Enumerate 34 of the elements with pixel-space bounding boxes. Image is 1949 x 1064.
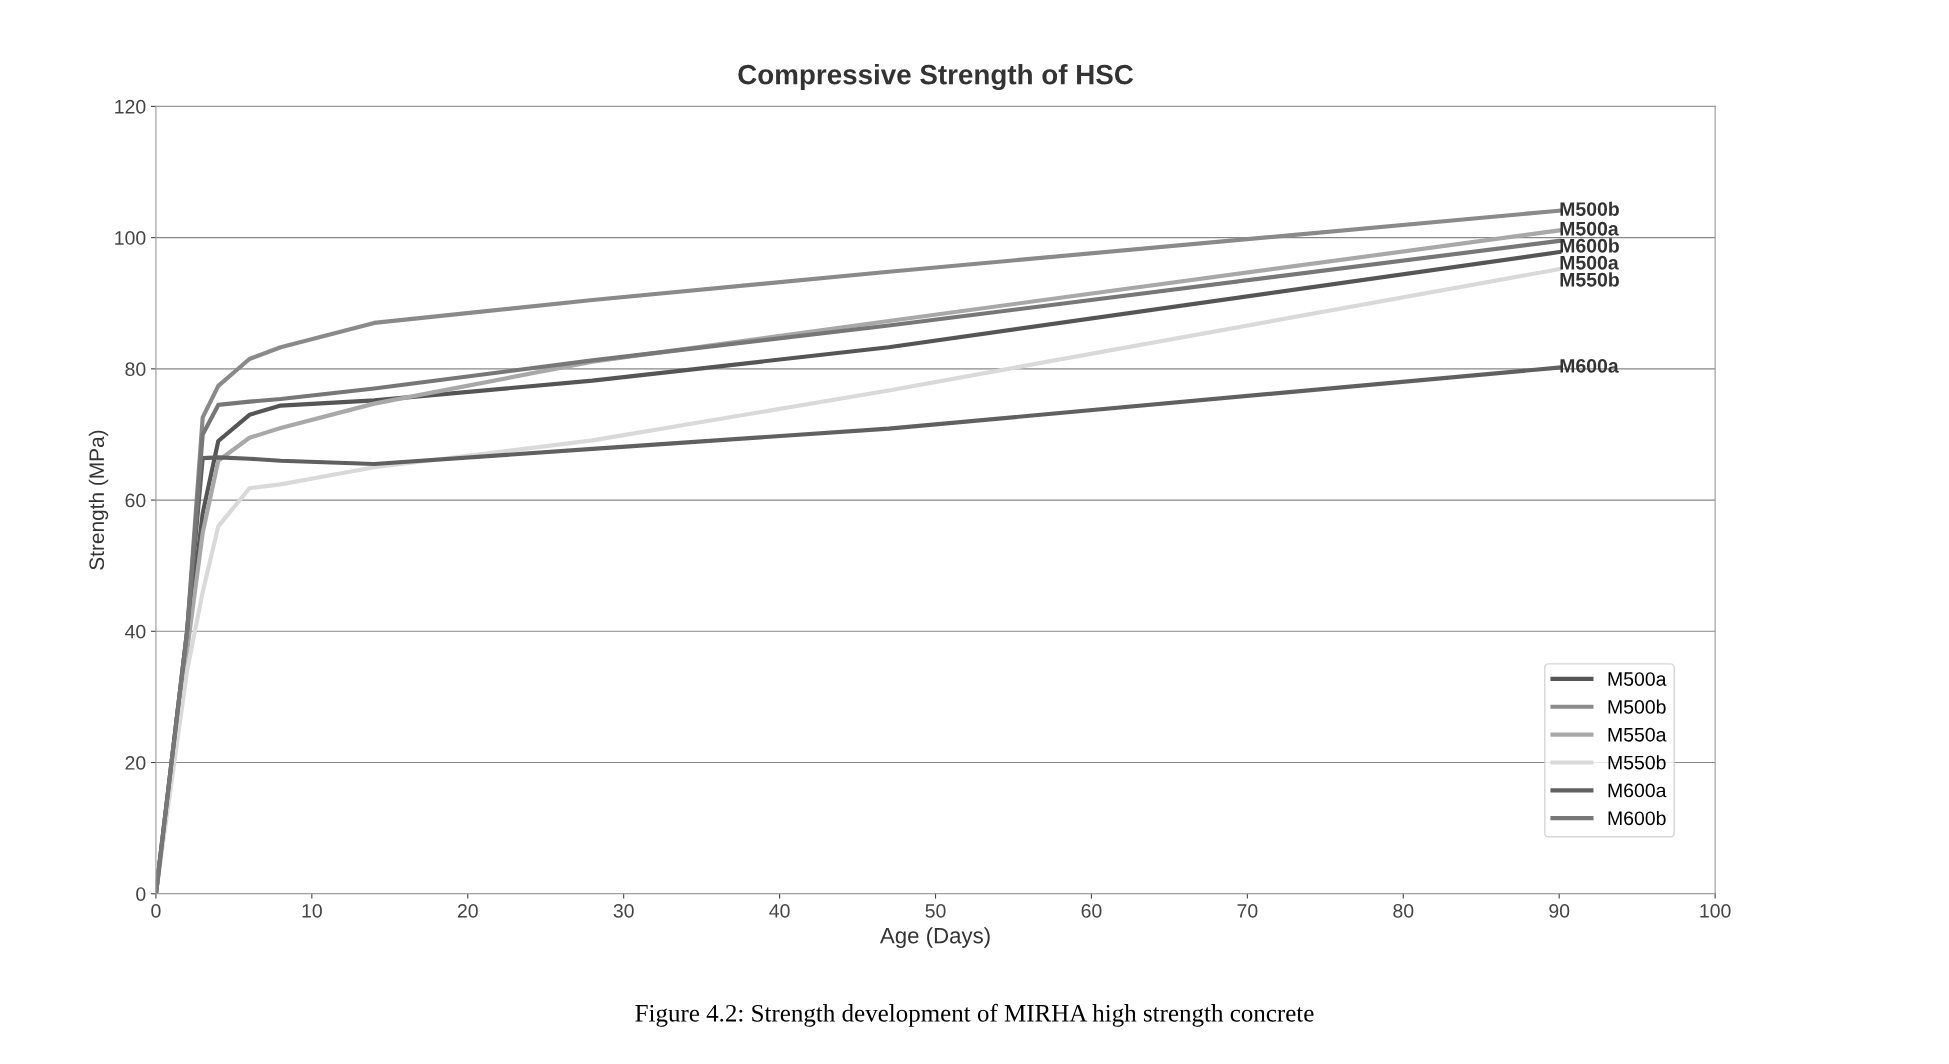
y-tick-label: 100 <box>115 231 146 245</box>
annotation: M600a <box>1560 358 1619 373</box>
x-tick-label: 20 <box>457 904 478 918</box>
x-tick-label: 30 <box>613 904 634 918</box>
annotation: M500a <box>1560 255 1619 270</box>
annotation: M500b <box>1560 201 1619 216</box>
legend-label: M600b <box>1608 810 1666 826</box>
x-tick-label: 50 <box>925 904 946 918</box>
y-tick-label: 0 <box>136 887 146 901</box>
x-axis-title: Age (Days) <box>880 927 990 948</box>
x-tick-label: 100 <box>1700 904 1731 918</box>
x-tick-label: 40 <box>769 904 790 918</box>
y-tick-label: 40 <box>125 624 146 639</box>
chart-title: Compressive Strength of HSC <box>738 64 1134 91</box>
legend-label: M600a <box>1608 783 1667 798</box>
x-tick-label: 90 <box>1549 904 1570 918</box>
x-tick-label: 60 <box>1081 904 1102 918</box>
annotation: M550b <box>1560 272 1619 287</box>
y-tick-label: 20 <box>125 756 146 770</box>
x-tick-label: 80 <box>1393 904 1414 918</box>
y-tick-label: 80 <box>125 362 146 377</box>
x-tick-label: 0 <box>151 904 161 918</box>
y-axis-title: Strength (MPa) <box>88 430 109 570</box>
x-tick-label: 70 <box>1237 904 1258 918</box>
legend-label: M500b <box>1608 699 1666 714</box>
caption: Figure 4.2: Strength development of MIRHA high strength concrete <box>635 1003 1314 1027</box>
annotation: M500a <box>1560 221 1619 236</box>
legend-label: M500a <box>1608 672 1667 686</box>
y-tick-label: 60 <box>125 493 146 508</box>
annotation: M600b <box>1560 238 1619 253</box>
legend-label: M550b <box>1608 755 1666 770</box>
x-tick-label: 10 <box>302 904 322 918</box>
legend-label: M550a <box>1608 727 1667 742</box>
y-tick-label: 120 <box>115 99 146 114</box>
